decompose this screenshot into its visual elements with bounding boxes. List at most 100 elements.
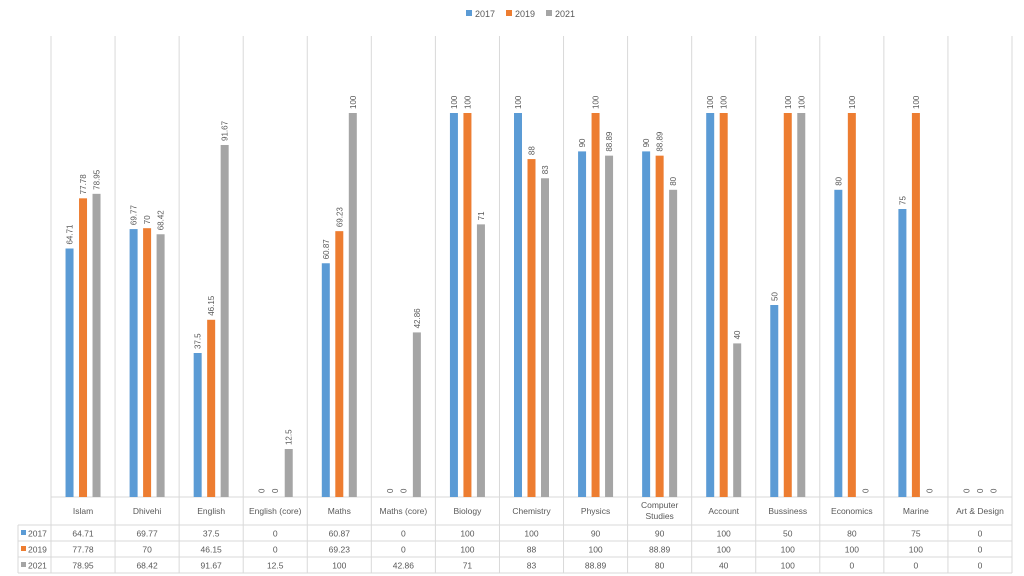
bar-2021-Dhivehi xyxy=(156,234,165,497)
bar-2017-Bussiness xyxy=(770,305,779,497)
table-cell: 0 xyxy=(978,529,983,539)
bar-2017-Economics xyxy=(834,189,843,498)
table-cell: 50 xyxy=(783,529,793,539)
bar-2021-Account xyxy=(733,343,742,497)
bar-2017-Account xyxy=(706,113,715,497)
category-label: Account xyxy=(708,506,739,516)
data-label: 0 xyxy=(962,488,971,493)
table-cell: 0 xyxy=(978,545,983,555)
data-label: 69.77 xyxy=(130,205,139,226)
table-cell: 83 xyxy=(527,561,537,571)
legend-label-2017: 2017 xyxy=(475,9,495,19)
legend-swatch-2017 xyxy=(466,10,472,16)
table-cell: 78.95 xyxy=(72,561,94,571)
table-cell: 75 xyxy=(911,529,921,539)
category-label: English xyxy=(197,506,225,516)
table-cell: 0 xyxy=(978,561,983,571)
bar-2019-English xyxy=(207,319,216,497)
table-cell: 100 xyxy=(909,545,923,555)
table-cell: 0 xyxy=(401,529,406,539)
table-row-header: 2019 xyxy=(28,545,47,555)
legend-swatch-2019 xyxy=(506,10,512,16)
data-label: 88.89 xyxy=(656,131,665,152)
category-label: Bussiness xyxy=(768,506,807,516)
bar-2017-Dhivehi xyxy=(129,229,138,498)
data-label: 100 xyxy=(450,95,459,109)
table-cell: 100 xyxy=(781,545,795,555)
table-cell: 0 xyxy=(914,561,919,571)
data-label: 50 xyxy=(770,292,779,301)
data-label: 80 xyxy=(669,176,678,185)
table-cell: 100 xyxy=(524,529,538,539)
table-cell: 100 xyxy=(588,545,602,555)
bar-2019-Account xyxy=(719,113,728,497)
table-cell: 80 xyxy=(847,529,857,539)
category-label: Marine xyxy=(903,506,929,516)
data-label: 42.86 xyxy=(413,308,422,329)
table-cell: 100 xyxy=(845,545,859,555)
data-label: 37.5 xyxy=(194,333,203,349)
table-cell: 60.87 xyxy=(329,529,351,539)
legend-label-2021: 2021 xyxy=(555,9,575,19)
table-cell: 90 xyxy=(591,529,601,539)
bar-2021-Bussiness xyxy=(797,113,806,497)
data-label: 0 xyxy=(386,488,395,493)
table-cell: 70 xyxy=(142,545,152,555)
category-label: Chemistry xyxy=(512,506,551,516)
data-label: 60.87 xyxy=(322,239,331,260)
data-label: 0 xyxy=(861,488,870,493)
data-label: 75 xyxy=(898,196,907,205)
data-label: 68.42 xyxy=(157,210,166,231)
data-label: 88 xyxy=(528,146,537,155)
table-legend-key-2019 xyxy=(21,546,26,551)
bar-2017-Maths xyxy=(321,263,330,497)
table-cell: 12.5 xyxy=(267,561,284,571)
data-label: 46.15 xyxy=(207,295,216,316)
bar-2019-Marine xyxy=(911,113,920,497)
data-label: 77.78 xyxy=(79,174,88,195)
table-legend-key-2017 xyxy=(21,530,26,535)
category-label: Islam xyxy=(73,506,93,516)
bar-2021-English xyxy=(220,144,229,498)
category-label: Maths (core) xyxy=(380,506,428,516)
data-label: 78.95 xyxy=(93,169,102,190)
table-cell: 100 xyxy=(717,545,731,555)
table-cell: 88.89 xyxy=(649,545,671,555)
table-cell: 64.71 xyxy=(72,529,94,539)
data-label: 40 xyxy=(733,330,742,339)
table-cell: 42.86 xyxy=(393,561,415,571)
data-label: 100 xyxy=(463,95,472,109)
data-label: 0 xyxy=(989,488,998,493)
data-label: 100 xyxy=(706,95,715,109)
data-label: 100 xyxy=(514,95,523,109)
data-label: 88.89 xyxy=(605,131,614,152)
table-cell: 69.77 xyxy=(136,529,158,539)
table-cell: 0 xyxy=(849,561,854,571)
data-label: 70 xyxy=(143,215,152,224)
table-cell: 69.23 xyxy=(329,545,351,555)
bar-2021-Biology xyxy=(476,224,485,498)
category-label: Physics xyxy=(581,506,610,516)
table-cell: 71 xyxy=(463,561,473,571)
table-cell: 80 xyxy=(655,561,665,571)
table-cell: 88.89 xyxy=(585,561,607,571)
bar-2021-Physics xyxy=(605,155,614,497)
table-cell: 77.78 xyxy=(72,545,94,555)
data-label: 100 xyxy=(848,95,857,109)
bar-2019-Physics xyxy=(591,113,600,497)
table-cell: 37.5 xyxy=(203,529,220,539)
bar-2021-Maths xyxy=(348,113,357,497)
table-cell: 46.15 xyxy=(201,545,223,555)
table-cell: 0 xyxy=(401,545,406,555)
data-label: 80 xyxy=(834,176,843,185)
table-cell: 100 xyxy=(460,529,474,539)
category-label: English (core) xyxy=(249,506,302,516)
category-label: Art & Design xyxy=(956,506,1004,516)
category-label: Dhivehi xyxy=(133,506,161,516)
data-label: 64.71 xyxy=(66,224,75,245)
category-label: Biology xyxy=(453,506,482,516)
table-cell: 90 xyxy=(655,529,665,539)
data-label: 12.5 xyxy=(285,429,294,445)
bar-2019-Chemistry xyxy=(527,159,536,497)
data-label: 100 xyxy=(797,95,806,109)
